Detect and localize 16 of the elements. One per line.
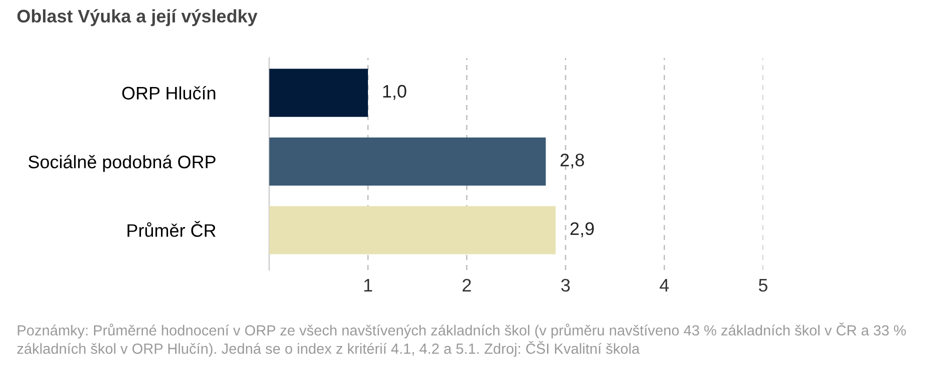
x-tick-label: 2	[462, 278, 471, 292]
data-label: 2,8	[560, 154, 584, 169]
x-tick-label: 3	[561, 278, 570, 292]
chart-title: Oblast Výuka a její výsledky	[17, 9, 258, 26]
x-tick-label: 1	[364, 279, 372, 292]
bar	[269, 137, 546, 186]
x-tick-label: 4	[660, 279, 669, 292]
data-label: 2,9	[570, 222, 594, 238]
bar	[269, 206, 556, 254]
y-tick-label: Průměr ČR	[128, 220, 216, 237]
data-label: 1,0	[383, 84, 406, 100]
x-tick-label: 5	[758, 279, 768, 292]
y-tick-label: Sociálně podobná ORP	[28, 154, 216, 172]
bar	[269, 68, 368, 117]
text: Poznámky: Průměrné hodnocení v ORP ze všech navštívených základních škol (v průměru navštíveno 43 % základních škol v ČR a 33 % základních škol v ORP Hlučín). Jedná se o index z kritérií 4.1, 4.2 a 5.1. Zdroj: ČŠI Kvalitní škola	[17, 322, 906, 357]
y-tick-label: ORP Hlučín	[122, 86, 216, 100]
